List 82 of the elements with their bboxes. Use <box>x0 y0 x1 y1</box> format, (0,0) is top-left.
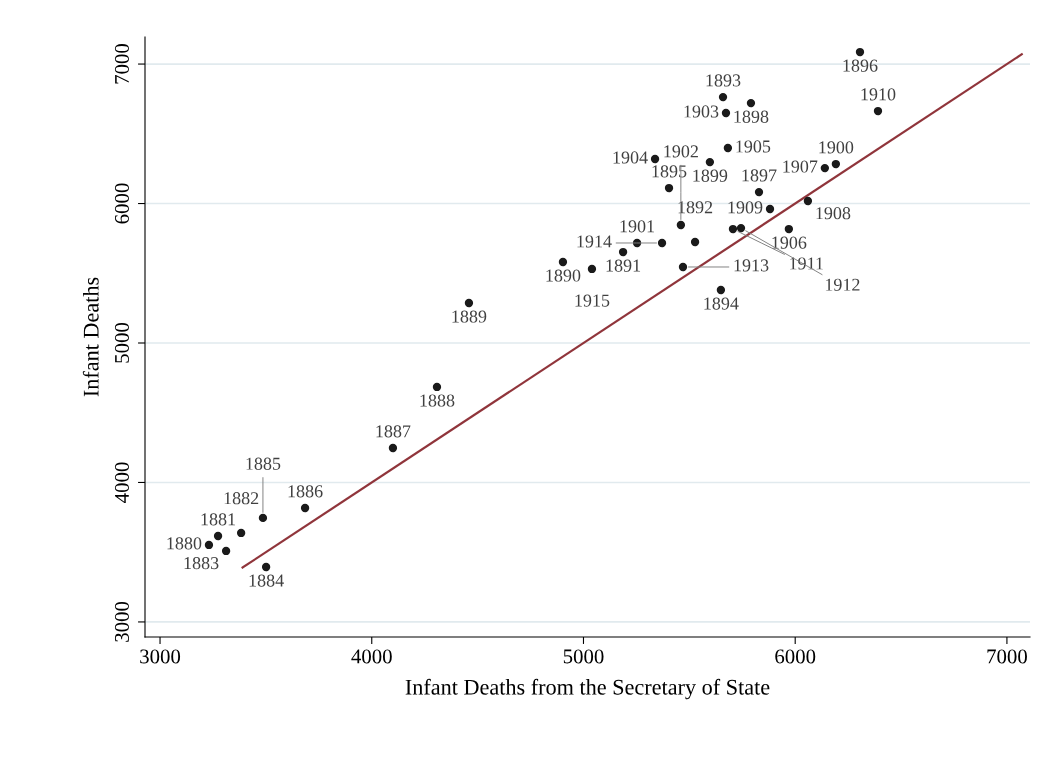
x-tick-label: 6000 <box>775 649 816 664</box>
annotation: 1898 <box>734 110 769 123</box>
point <box>820 163 830 173</box>
point <box>204 540 214 550</box>
annotation: 1894 <box>704 297 739 310</box>
annotation: 1914 <box>577 235 612 248</box>
x-tick-label: 5000 <box>563 649 604 664</box>
point <box>261 562 271 572</box>
point <box>803 196 813 206</box>
annotation: 1902 <box>664 145 698 158</box>
point <box>664 183 674 193</box>
annotation: 1889 <box>452 310 487 323</box>
point <box>300 503 310 513</box>
annotation: 1904 <box>613 151 648 164</box>
annotation: 1911 <box>790 257 823 270</box>
annotation: 1882 <box>224 492 259 505</box>
point <box>728 224 738 234</box>
point <box>676 220 686 230</box>
point <box>657 238 667 248</box>
point <box>221 546 231 556</box>
point <box>558 257 568 267</box>
annotation: 1888 <box>420 394 455 407</box>
annotation: 1886 <box>288 485 323 498</box>
annotation: 1910 <box>861 88 896 101</box>
point <box>650 154 660 164</box>
point <box>784 224 794 234</box>
annotation: 1887 <box>376 425 411 438</box>
annotation: 1901 <box>620 220 655 233</box>
annotation: 1895 <box>652 165 687 178</box>
point <box>736 223 746 233</box>
annotation: 1900 <box>819 141 854 154</box>
point <box>213 531 223 541</box>
annotation: 1891 <box>606 259 641 272</box>
annotation: 1906 <box>772 236 807 249</box>
point <box>388 443 398 453</box>
annotation: 1896 <box>843 59 878 72</box>
point <box>236 528 246 538</box>
annotation: 1913 <box>734 259 769 272</box>
annotation: 1881 <box>201 513 236 526</box>
y-axis-title: Infant Deaths <box>82 277 99 397</box>
point <box>258 513 268 523</box>
annotation: 1884 <box>249 574 284 587</box>
annotation: 1885 <box>246 457 281 470</box>
point <box>723 143 733 153</box>
annotation: 1907 <box>783 160 818 173</box>
annotation: 1897 <box>742 169 777 182</box>
annotation: 1880 <box>167 537 202 550</box>
point <box>716 285 726 295</box>
point <box>718 92 728 102</box>
point <box>690 237 700 247</box>
annotation: 1912 <box>825 278 860 291</box>
annotation: 1909 <box>728 201 763 214</box>
point <box>746 98 756 108</box>
x-tick-label: 7000 <box>987 649 1027 664</box>
annotation: 1893 <box>706 74 741 87</box>
point <box>705 157 715 167</box>
annotation: 1905 <box>736 140 771 153</box>
point <box>464 298 474 308</box>
annotation: 1883 <box>184 557 219 570</box>
y-tick-label: 4000 <box>114 462 129 503</box>
annotation: 1908 <box>816 207 851 220</box>
point <box>721 108 731 118</box>
point <box>765 204 775 214</box>
x-tick-label: 4000 <box>351 649 392 664</box>
annotation: 1890 <box>546 269 581 282</box>
point <box>678 262 688 272</box>
annotation: 1899 <box>693 169 728 182</box>
x-tick-label: 3000 <box>140 649 181 664</box>
y-tick-label: 5000 <box>114 322 129 363</box>
point <box>587 264 597 274</box>
annotation: 1915 <box>575 294 610 307</box>
annotation: 1892 <box>678 201 713 214</box>
y-tick-label: 6000 <box>114 183 129 224</box>
y-tick-label: 7000 <box>114 44 129 84</box>
point <box>831 159 841 169</box>
point <box>432 382 442 392</box>
annotation: 1903 <box>684 105 719 118</box>
point <box>618 247 628 257</box>
x-axis-title: Infant Deaths from the Secretary of State <box>405 678 770 700</box>
point <box>873 106 883 116</box>
point <box>754 187 764 197</box>
point <box>855 47 865 57</box>
